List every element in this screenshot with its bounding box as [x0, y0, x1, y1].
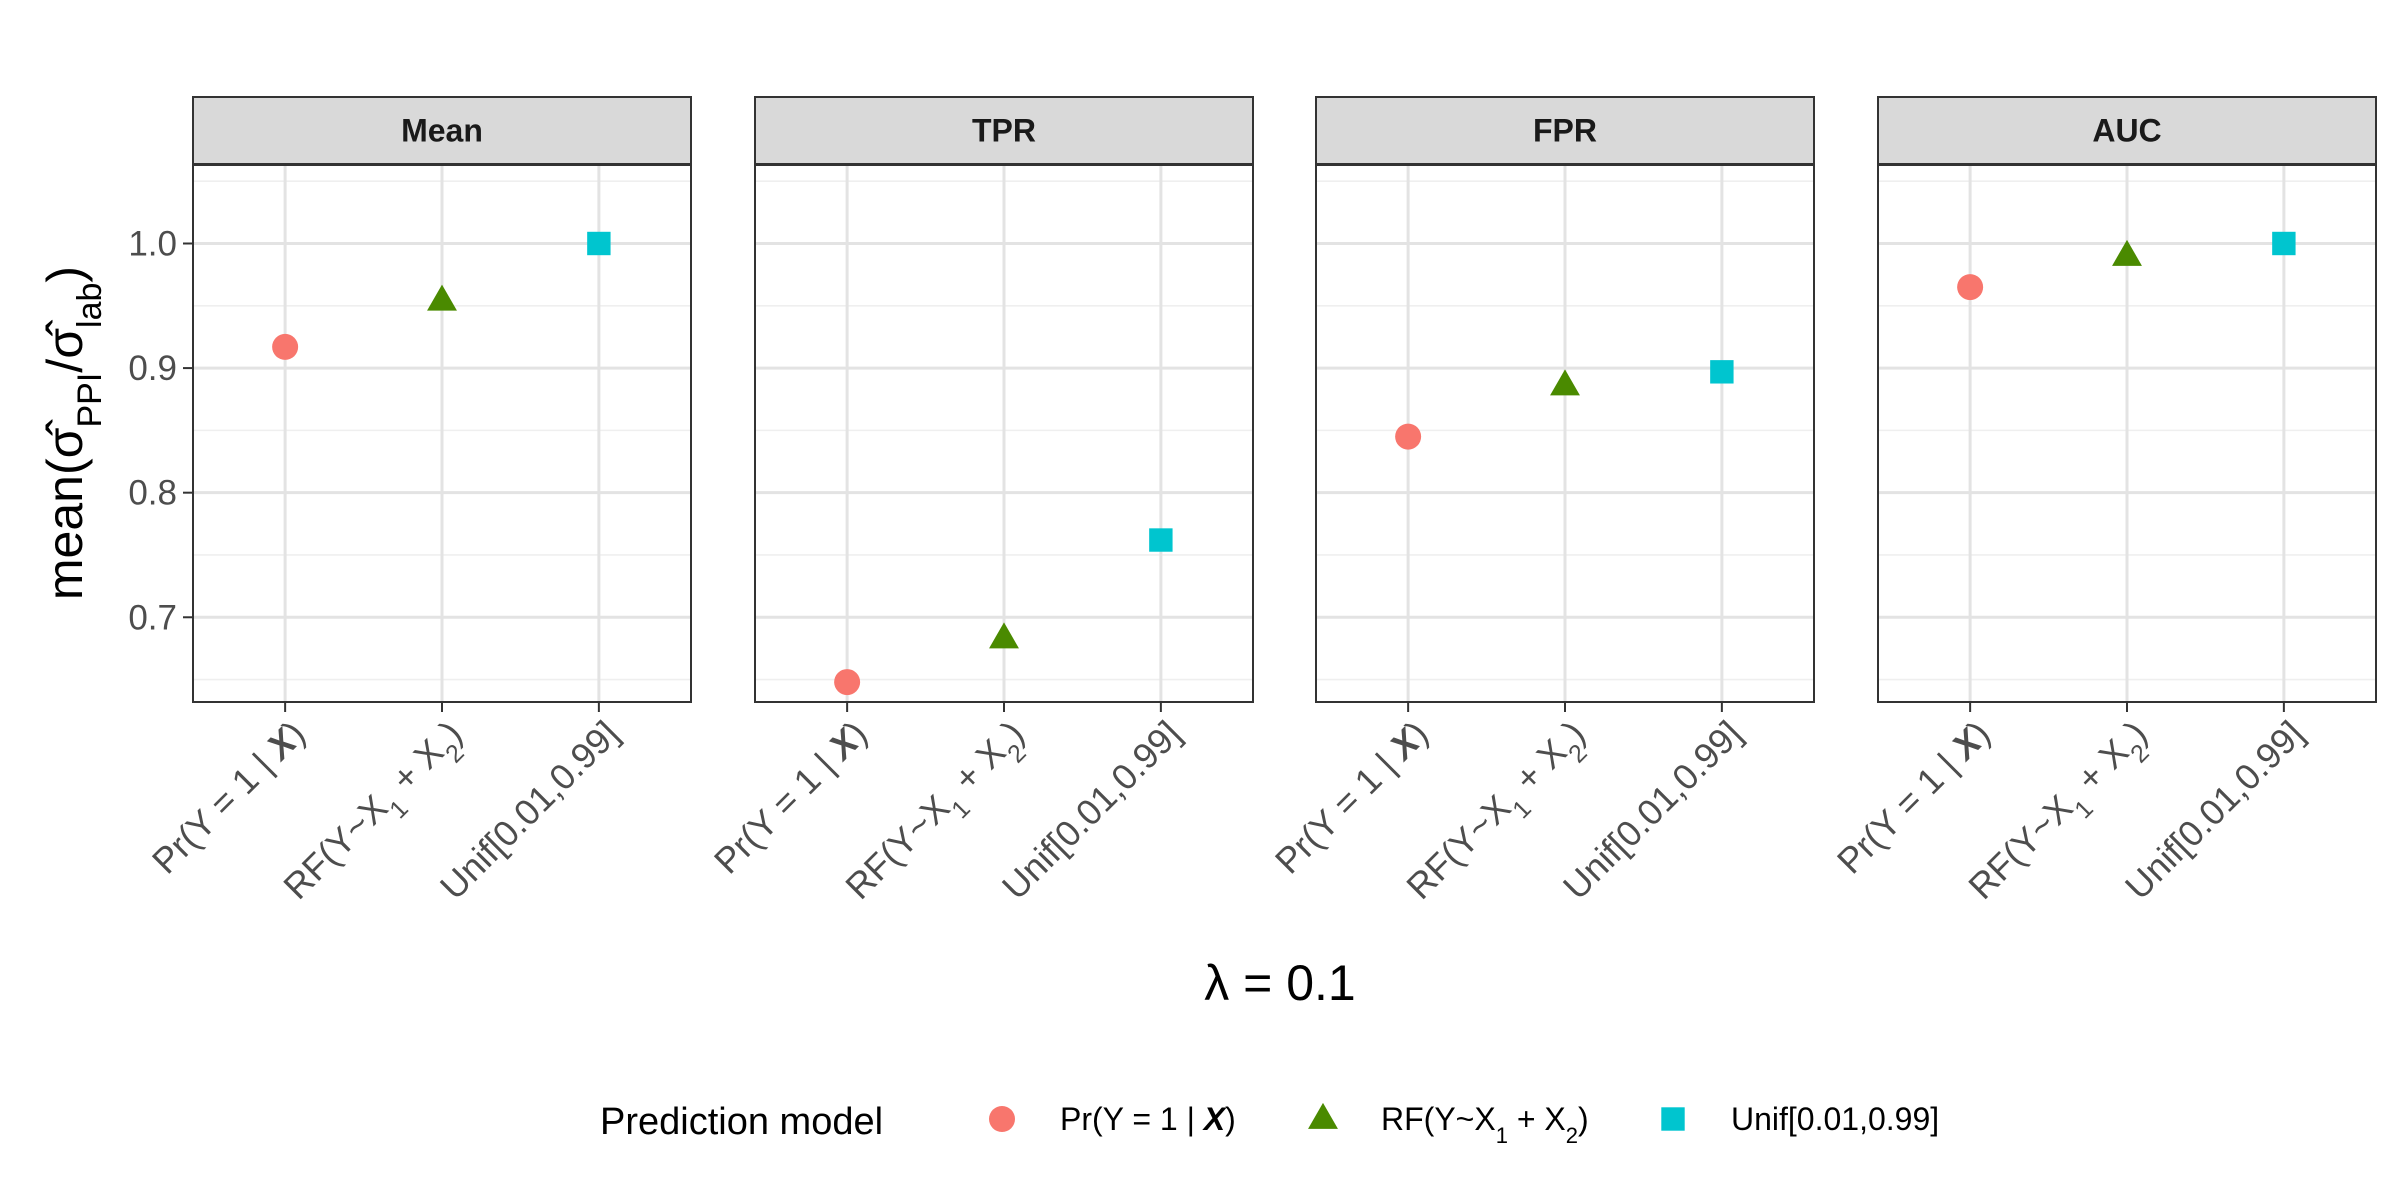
data-point: [1550, 369, 1580, 396]
facet-strip-label: FPR: [1533, 113, 1597, 149]
legend-item: Unif[0.01,0.99]: [1661, 1101, 1939, 1137]
data-point: [587, 231, 611, 256]
facet-strip: [754, 96, 1254, 165]
y-tick-label: 1.0: [128, 224, 177, 263]
data-point: [989, 622, 1019, 649]
legend-key: [989, 1106, 1015, 1132]
legend-label: RF(Y~X1 + X2): [1381, 1101, 1589, 1148]
legend: Prediction model Pr(Y = 1 | X) RF(Y~X1 + X…: [600, 1101, 1939, 1148]
legend-item: RF(Y~X1 + X2): [1308, 1101, 1589, 1148]
data-point: [427, 284, 457, 311]
facet-strip-label: TPR: [972, 113, 1036, 149]
legend-label: Unif[0.01,0.99]: [1731, 1101, 1939, 1137]
data-point: [272, 333, 299, 360]
facet-strip-label: Mean: [401, 113, 483, 149]
legend-item: Pr(Y = 1 | X): [989, 1101, 1236, 1137]
facet-strip: [192, 96, 692, 165]
facet-strip-label: AUC: [2092, 113, 2161, 149]
y-tick-label: 0.7: [128, 598, 177, 637]
legend-label: Pr(Y = 1 | X): [1060, 1101, 1236, 1137]
facet-strip: [1877, 96, 2377, 165]
data-point: [2272, 231, 2296, 256]
x-tick-label: Pr(Y = 1 | X): [1267, 713, 1436, 882]
legend-key: [1308, 1102, 1338, 1129]
data-point: [2112, 239, 2142, 266]
x-tick-label: Pr(Y = 1 | X): [144, 713, 313, 882]
y-tick-label: 0.9: [128, 349, 177, 388]
legend-key: [1661, 1107, 1685, 1131]
x-tick-label: Pr(Y = 1 | X): [706, 713, 875, 882]
facet-strip: [1315, 96, 1815, 165]
data-point: [1957, 274, 1984, 301]
data-point: [1710, 360, 1734, 384]
x-axis-title: λ = 0.1: [1204, 955, 1356, 1011]
y-axis-title: mean(σ̂PPI/σ̂lab): [37, 266, 109, 600]
data-point: [1149, 528, 1173, 552]
data-point: [834, 669, 861, 696]
y-tick-label: 0.8: [128, 474, 177, 513]
x-tick-label: Pr(Y = 1 | X): [1829, 713, 1998, 882]
legend-title: Prediction model: [600, 1101, 883, 1143]
data-point: [1395, 423, 1422, 450]
